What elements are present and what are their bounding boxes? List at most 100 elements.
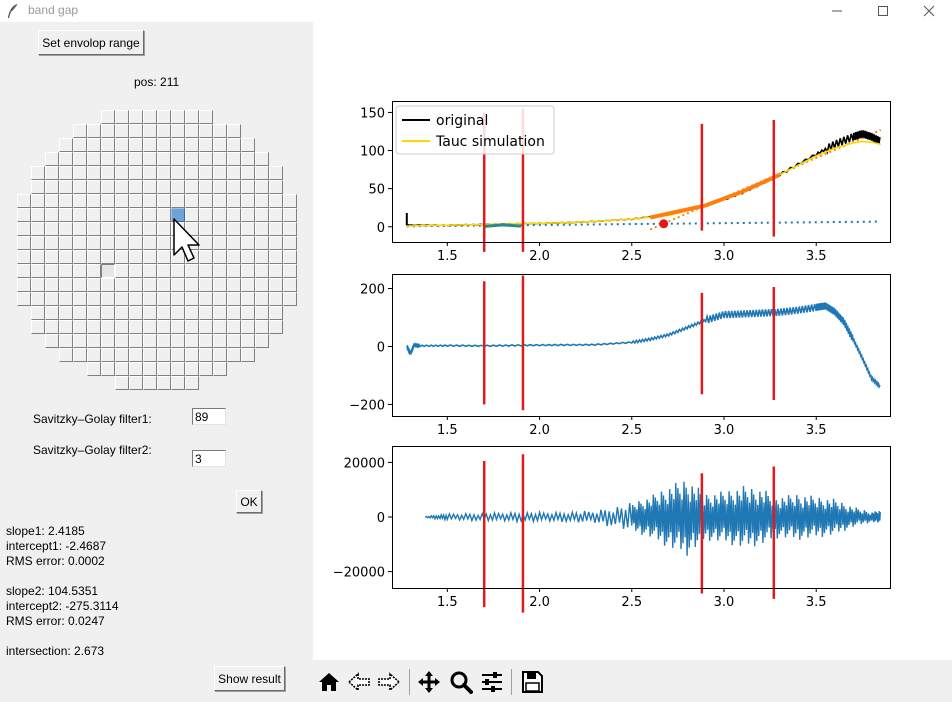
- wafer-cell-button[interactable]: [268, 208, 283, 222]
- wafer-cell-button[interactable]: [240, 292, 255, 306]
- wafer-cell-button[interactable]: [198, 362, 213, 376]
- pan-button[interactable]: [415, 668, 443, 696]
- wafer-cell-button[interactable]: [254, 166, 269, 180]
- wafer-cell-button[interactable]: [170, 152, 185, 166]
- wafer-cell-button[interactable]: [114, 320, 129, 334]
- wafer-cell-button[interactable]: [212, 208, 227, 222]
- wafer-cell-button[interactable]: [226, 236, 241, 250]
- wafer-cell-button[interactable]: [198, 348, 213, 362]
- wafer-cell-button[interactable]: [44, 306, 59, 320]
- wafer-cell-button[interactable]: [156, 180, 171, 194]
- wafer-cell-button[interactable]: [114, 334, 129, 348]
- wafer-cell-button[interactable]: [72, 152, 87, 166]
- wafer-cell-button[interactable]: [72, 264, 87, 278]
- wafer-cell-button[interactable]: [86, 320, 101, 334]
- wafer-cell-button[interactable]: [142, 278, 157, 292]
- wafer-cell-button[interactable]: [226, 166, 241, 180]
- wafer-cell-button[interactable]: [254, 194, 269, 208]
- wafer-cell-button[interactable]: [156, 110, 171, 124]
- wafer-cell-button[interactable]: [184, 152, 199, 166]
- wafer-cell-button[interactable]: [184, 264, 199, 278]
- wafer-cell-button[interactable]: [198, 138, 213, 152]
- wafer-cell-button[interactable]: [156, 320, 171, 334]
- wafer-cell-button[interactable]: [226, 138, 241, 152]
- wafer-cell-button[interactable]: [268, 180, 283, 194]
- wafer-cell-button[interactable]: [114, 138, 129, 152]
- wafer-cell-button[interactable]: [240, 194, 255, 208]
- wafer-cell-button[interactable]: [212, 250, 227, 264]
- wafer-cell-button[interactable]: [114, 278, 129, 292]
- wafer-cell-button[interactable]: [212, 264, 227, 278]
- wafer-cell-button[interactable]: [142, 348, 157, 362]
- wafer-cell-button[interactable]: [268, 222, 283, 236]
- wafer-cell-button[interactable]: [58, 236, 73, 250]
- wafer-cell-button[interactable]: [114, 376, 129, 390]
- figure-canvas[interactable]: 1.5 2.0 2.5 3.0 3.5 0 50 100 150 original Tauc sim…: [313, 22, 952, 660]
- maximize-button[interactable]: [860, 0, 906, 22]
- wafer-cell-button[interactable]: [240, 250, 255, 264]
- wafer-cell-button[interactable]: [128, 376, 143, 390]
- wafer-cell-button[interactable]: [212, 292, 227, 306]
- wafer-cell-button[interactable]: [198, 320, 213, 334]
- wafer-cell-button[interactable]: [100, 250, 115, 264]
- wafer-cell-button[interactable]: [254, 180, 269, 194]
- wafer-cell-button[interactable]: [198, 334, 213, 348]
- show-result-button[interactable]: Show result: [214, 666, 285, 691]
- wafer-cell-button[interactable]: [268, 292, 283, 306]
- filter1-input[interactable]: [192, 408, 226, 425]
- plot-figure[interactable]: 1.5 2.0 2.5 3.0 3.5 0 50 100 150 original Tauc sim…: [313, 22, 952, 660]
- wafer-cell-button[interactable]: [86, 278, 101, 292]
- wafer-cell-button[interactable]: [240, 306, 255, 320]
- wafer-cell-button[interactable]: [156, 264, 171, 278]
- wafer-cell-button[interactable]: [72, 320, 87, 334]
- wafer-cell-button[interactable]: [170, 138, 185, 152]
- wafer-cell-button[interactable]: [198, 250, 213, 264]
- set-envelope-range-button[interactable]: Set envolop range: [38, 30, 144, 55]
- wafer-cell-button[interactable]: [240, 320, 255, 334]
- wafer-cell-button[interactable]: [254, 320, 269, 334]
- wafer-cell-button[interactable]: [100, 222, 115, 236]
- wafer-cell-button[interactable]: [72, 278, 87, 292]
- wafer-cell-button[interactable]: [282, 236, 297, 250]
- wafer-cell-button[interactable]: [114, 166, 129, 180]
- wafer-cell-button[interactable]: [128, 362, 143, 376]
- wafer-cell-button[interactable]: [156, 292, 171, 306]
- wafer-cell-button[interactable]: [184, 110, 199, 124]
- wafer-cell-button[interactable]: [30, 166, 45, 180]
- wafer-cell-button[interactable]: [268, 166, 283, 180]
- wafer-cell-button[interactable]: [16, 292, 31, 306]
- close-button[interactable]: [906, 0, 952, 22]
- wafer-cell-button[interactable]: [58, 180, 73, 194]
- wafer-cell-button[interactable]: [114, 124, 129, 138]
- wafer-cell-button[interactable]: [268, 236, 283, 250]
- wafer-cell-button[interactable]: [128, 306, 143, 320]
- wafer-cell-button[interactable]: [114, 306, 129, 320]
- wafer-cell-button[interactable]: [226, 306, 241, 320]
- wafer-cell-button[interactable]: [142, 194, 157, 208]
- wafer-cell-button[interactable]: [86, 208, 101, 222]
- wafer-cell-button[interactable]: [156, 166, 171, 180]
- wafer-cell-button[interactable]: [114, 264, 129, 278]
- wafer-cell-button[interactable]: [58, 278, 73, 292]
- wafer-cell-button[interactable]: [72, 208, 87, 222]
- wafer-cell-button[interactable]: [128, 264, 143, 278]
- wafer-cell-button[interactable]: [72, 222, 87, 236]
- wafer-cell-button[interactable]: [142, 292, 157, 306]
- wafer-cell-button[interactable]: [212, 362, 227, 376]
- wafer-cell-button[interactable]: [128, 236, 143, 250]
- wafer-cell-button[interactable]: [114, 180, 129, 194]
- wafer-cell-button[interactable]: [170, 306, 185, 320]
- wafer-cell-button[interactable]: [100, 208, 115, 222]
- wafer-cell-button[interactable]: [58, 320, 73, 334]
- wafer-cell-button[interactable]: [170, 292, 185, 306]
- wafer-cell-button[interactable]: [282, 292, 297, 306]
- wafer-cell-button[interactable]: [156, 194, 171, 208]
- wafer-cell-button[interactable]: [86, 222, 101, 236]
- wafer-cell-button[interactable]: [170, 348, 185, 362]
- wafer-cell-button[interactable]: [170, 376, 185, 390]
- wafer-cell-button[interactable]: [114, 194, 129, 208]
- wafer-cell-button[interactable]: [198, 208, 213, 222]
- minimize-button[interactable]: [814, 0, 860, 22]
- wafer-cell-button[interactable]: [240, 222, 255, 236]
- wafer-cell-button[interactable]: [16, 208, 31, 222]
